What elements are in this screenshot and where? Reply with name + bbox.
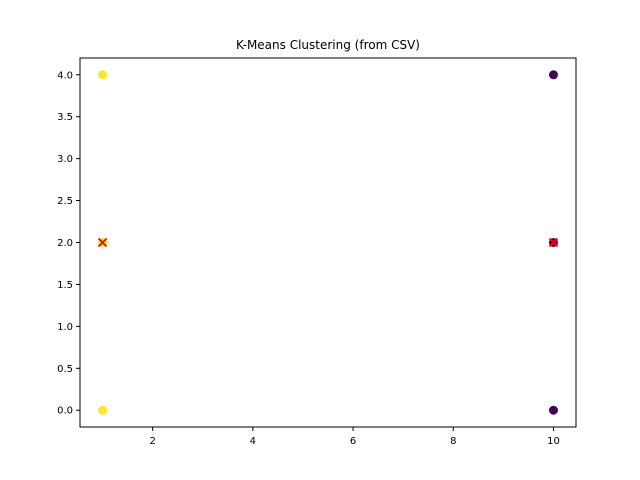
x-axis-ticks: 2 4 6 8 10 (149, 427, 560, 447)
centroid-marker-0 (548, 237, 559, 248)
x-tick-label-1: 4 (250, 436, 256, 447)
y-tick-label-5: 2.5 (57, 196, 73, 207)
x-tick-label-0: 2 (149, 436, 155, 447)
y-tick-label-6: 3.0 (57, 154, 73, 165)
x-tick-label-4: 10 (547, 436, 560, 447)
plot-frame (79, 57, 577, 428)
y-axis-ticks: 0.0 0.5 1.0 1.5 2.0 2.5 3.0 3.5 4.0 (57, 70, 80, 417)
centroid-marker-1 (97, 237, 108, 248)
x-tick-label-2: 6 (350, 436, 356, 447)
centroids-layer (97, 237, 559, 248)
data-point-4 (548, 70, 558, 80)
y-tick-label-8: 4.0 (57, 70, 73, 81)
y-tick-label-0: 0.0 (57, 406, 73, 417)
chart-title: K-Means Clustering (from CSV) (236, 38, 420, 52)
y-tick-label-2: 1.0 (57, 322, 73, 333)
y-tick-label-3: 1.5 (57, 280, 73, 291)
points-layer (98, 70, 558, 415)
y-tick-label-4: 2.0 (57, 238, 73, 249)
data-point-5 (548, 405, 558, 415)
data-point-2 (98, 405, 108, 415)
x-tick-label-3: 8 (450, 436, 456, 447)
data-point-1 (98, 70, 108, 80)
y-tick-label-1: 0.5 (57, 364, 73, 375)
y-tick-label-7: 3.5 (57, 112, 73, 123)
axes-layer (79, 57, 577, 428)
